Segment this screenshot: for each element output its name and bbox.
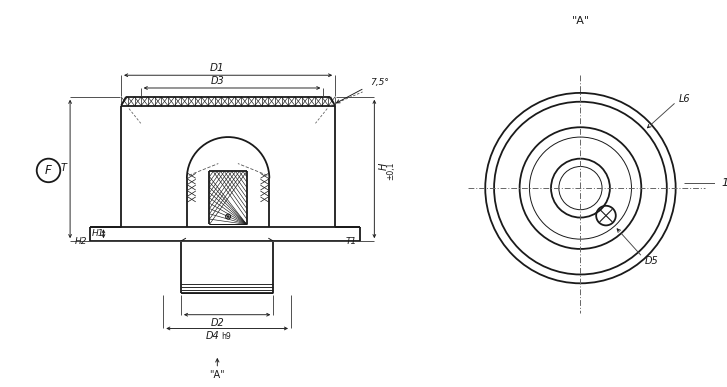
Text: H: H [379,163,389,170]
Text: D4: D4 [206,331,220,341]
Text: "A": "A" [209,370,225,380]
Text: h9: h9 [221,332,231,341]
Text: H2: H2 [75,236,87,246]
Circle shape [228,216,229,217]
Text: D5: D5 [645,256,659,266]
Text: ±0,1: ±0,1 [387,161,395,180]
Text: F: F [45,164,52,177]
Text: D3: D3 [210,76,224,86]
Text: D2: D2 [210,318,224,327]
Text: T1: T1 [345,236,356,246]
Text: T: T [60,163,66,173]
Text: D1: D1 [210,63,225,74]
Text: H1: H1 [92,229,104,238]
Text: L6: L6 [678,94,690,104]
Text: 7,5°: 7,5° [371,78,389,87]
Text: 1: 1 [722,178,727,188]
Text: "A": "A" [571,16,590,26]
